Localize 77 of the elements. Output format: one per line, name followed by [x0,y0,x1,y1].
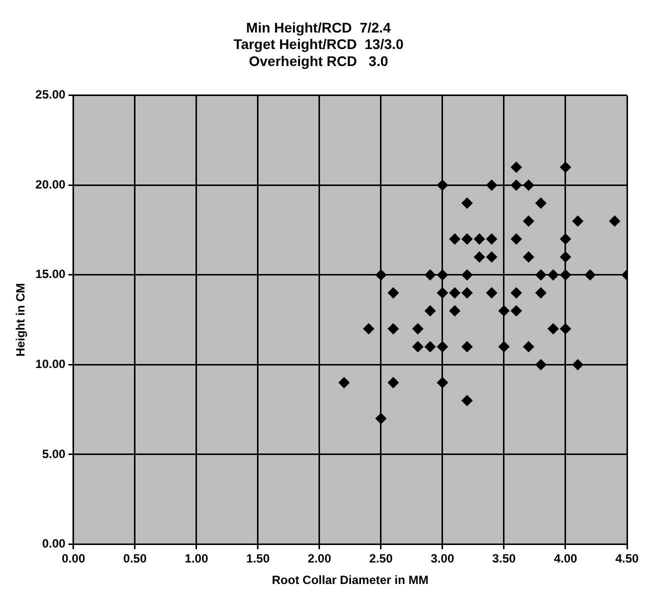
point [424,341,436,352]
x-tick-label: 2.50 [369,552,393,566]
point [388,287,399,298]
point [486,251,498,262]
point [462,198,473,209]
point [523,180,534,191]
point [449,234,460,245]
point [424,305,436,316]
y-tick-label: 10.00 [35,356,66,371]
x-tick-label: 0.50 [123,552,147,566]
point [462,287,473,298]
point [510,180,522,191]
point [584,269,596,280]
point [535,359,546,370]
point [510,287,522,298]
point [510,162,522,173]
point [388,323,399,334]
point [462,395,473,406]
point [560,234,571,245]
point [449,287,460,298]
point [560,323,571,334]
point [436,341,448,352]
point [609,216,620,227]
point [363,323,374,334]
point [523,216,534,227]
point [436,269,448,280]
point [436,377,448,388]
x-tick-label: 3.00 [430,552,454,566]
point [462,341,473,352]
point [535,198,546,209]
point [548,323,559,334]
point [560,162,571,173]
chart-title: Min Height/RCD 7/2.4 Target Height/RCD 13/3.0 Overheight RCD 3.0 [233,19,404,69]
point [548,269,559,280]
point [486,287,498,298]
point [535,287,546,298]
point [424,269,436,280]
point [462,234,473,245]
point [535,269,546,280]
point [449,305,460,316]
point [474,234,485,245]
y-tick-label: 25.00 [35,88,66,102]
x-tick-label: 1.00 [184,552,208,566]
x-tick-label: 3.50 [492,552,516,566]
y-tick-label: 20.00 [35,177,66,192]
x-tick-label: 0.00 [62,552,86,566]
point [523,341,534,352]
point [375,269,386,280]
point [498,305,510,316]
point [510,305,522,316]
point [474,251,485,262]
x-tick-label: 1.50 [246,552,270,566]
y-tick-label: 0.00 [42,536,66,551]
x-tick-label: 2.00 [308,552,332,566]
point [412,323,424,334]
point [523,251,534,262]
point [498,341,510,352]
point [486,234,498,245]
point [436,287,448,298]
point [462,269,473,280]
y-tick-label: 15.00 [35,267,66,282]
point [338,377,350,388]
point [510,234,522,245]
point [572,359,584,370]
point [486,180,498,191]
point [375,413,386,424]
point [572,216,584,227]
point [560,251,571,262]
point [412,341,424,352]
y-tick-label: 5.00 [42,446,66,461]
point [436,180,448,191]
x-axis-title: Root Collar Diameter in MM [272,573,429,588]
y-axis-title: Height in CM [14,283,28,356]
point [560,269,571,280]
x-tick-label: 4.50 [615,552,639,566]
point [388,377,399,388]
x-tick-label: 4.00 [554,552,578,566]
